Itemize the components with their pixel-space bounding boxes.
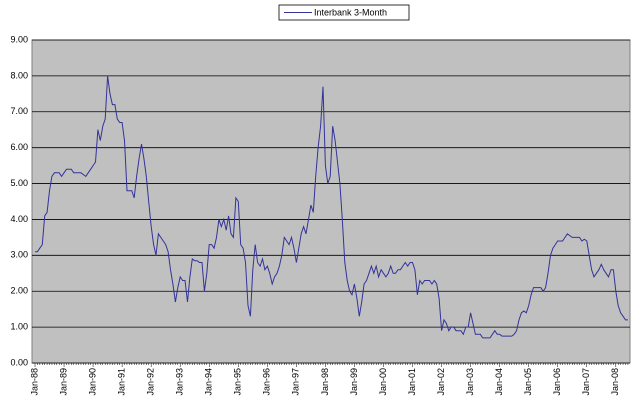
x-tick-label: Jan-08 bbox=[610, 368, 620, 396]
legend bbox=[278, 4, 410, 21]
y-tick-label: 1.00 bbox=[10, 321, 28, 331]
y-tick-label: 3.00 bbox=[10, 250, 28, 260]
x-tick-label: Jan-05 bbox=[523, 368, 533, 396]
x-tick-label: Jan-97 bbox=[291, 368, 301, 396]
x-tick-label: Jan-93 bbox=[175, 368, 185, 396]
y-tick-label: 8.00 bbox=[10, 70, 28, 80]
x-tick-label: Jan-00 bbox=[378, 368, 388, 396]
x-tick-label: Jan-07 bbox=[581, 368, 591, 396]
plot-area bbox=[31, 39, 631, 364]
y-tick-label: 0.00 bbox=[10, 357, 28, 367]
x-tick-label: Jan-94 bbox=[204, 368, 214, 396]
x-tick-label: Jan-98 bbox=[320, 368, 330, 396]
x-tick-label: Jan-06 bbox=[552, 368, 562, 396]
x-tick-label: Jan-01 bbox=[407, 368, 417, 396]
series-line bbox=[35, 75, 628, 339]
x-tick-label: Jan-95 bbox=[233, 368, 243, 396]
y-tick-label: 6.00 bbox=[10, 142, 28, 152]
legend-label: Interbank 3-Month bbox=[314, 7, 387, 17]
x-tick-label: Jan-04 bbox=[494, 368, 504, 396]
x-tick-label: Jan-99 bbox=[349, 368, 359, 396]
x-tick-label: Jan-02 bbox=[436, 368, 446, 396]
x-tick-label: Jan-90 bbox=[87, 368, 97, 396]
y-tick-label: 9.00 bbox=[10, 34, 28, 44]
x-tick-label: Jan-03 bbox=[465, 368, 475, 396]
x-tick-label: Jan-96 bbox=[262, 368, 272, 396]
y-tick-label: 7.00 bbox=[10, 106, 28, 116]
y-tick-label: 5.00 bbox=[10, 178, 28, 188]
y-tick-label: 4.00 bbox=[10, 214, 28, 224]
x-tick-label: Jan-91 bbox=[116, 368, 126, 396]
x-tick-label: Jan-88 bbox=[29, 368, 39, 396]
y-tick-label: 2.00 bbox=[10, 286, 28, 296]
x-tick-label: Jan-89 bbox=[58, 368, 68, 396]
x-tick-label: Jan-92 bbox=[146, 368, 156, 396]
